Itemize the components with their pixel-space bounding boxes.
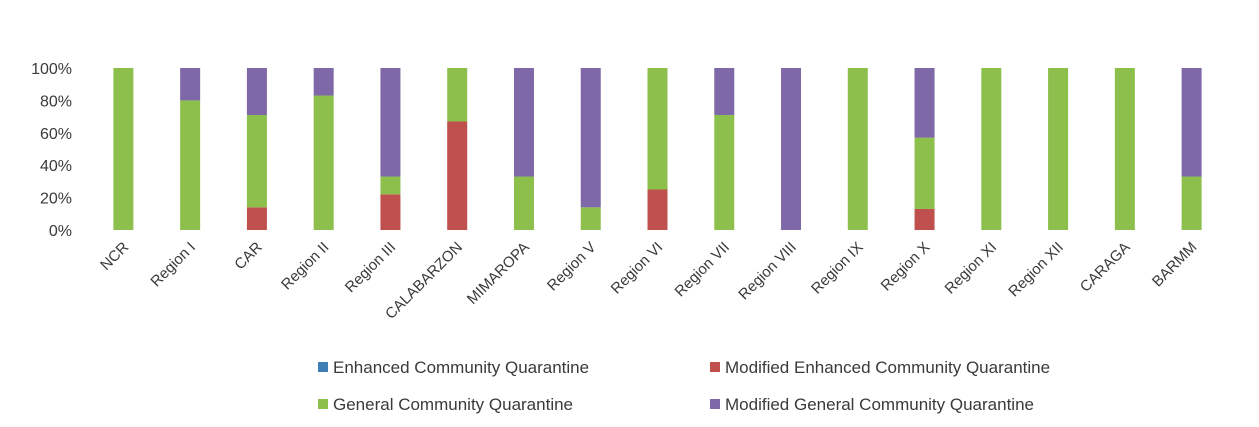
- x-axis: NCR Region I CAR Region II Region IIICALABAR…: [97, 239, 1200, 323]
- bar-segment-car-series-2: [246, 114, 267, 208]
- legend-label: General Community Quarantine: [333, 395, 573, 414]
- bar-segment-region-viii-series-3: [781, 68, 802, 230]
- bar-segment-region-i-series-3: [180, 68, 201, 101]
- bar-segment-region-xii-series-2: [1048, 68, 1069, 230]
- bar-segment-calabarzon-series-2: [447, 68, 468, 122]
- y-tick-label: 100%: [31, 61, 72, 78]
- bar-segment-region-ii-series-2: [313, 95, 334, 230]
- y-tick-label: 80%: [40, 93, 72, 110]
- bar-segment-ncr-series-2: [113, 68, 134, 230]
- legend-swatch: [710, 362, 720, 372]
- x-category-label: Region I: [147, 239, 199, 291]
- legend-label: Enhanced Community Quarantine: [333, 358, 589, 377]
- x-category-label: NCR: [97, 239, 132, 274]
- x-category-label: Region VIII: [735, 239, 800, 304]
- bar-segment-region-x-series-1: [914, 208, 935, 230]
- bar-segment-barmm-series-2: [1181, 176, 1202, 230]
- x-category-label: Region XII: [1005, 239, 1067, 301]
- bar-segment-region-x-series-3: [914, 68, 935, 138]
- bar-segment-calabarzon-series-1: [447, 121, 468, 230]
- x-category-label: Region VII: [672, 239, 734, 301]
- y-tick-label: 0%: [49, 223, 72, 240]
- bar-segment-region-vi-series-1: [647, 189, 668, 230]
- y-tick-label: 20%: [40, 191, 72, 208]
- x-category-label: MIMAROPA: [464, 239, 533, 308]
- y-tick-label: 60%: [40, 126, 72, 143]
- bar-segment-region-v-series-2: [580, 207, 601, 230]
- bar-segment-region-iii-series-1: [380, 194, 401, 230]
- legend-swatch: [318, 399, 328, 409]
- x-category-label: Region III: [342, 239, 399, 296]
- bar-segment-region-x-series-2: [914, 137, 935, 209]
- x-category-label: CARAGA: [1077, 239, 1134, 296]
- bar-segment-region-vi-series-2: [647, 68, 668, 190]
- bar-segment-region-iii-series-3: [380, 68, 401, 177]
- legend: Enhanced Community Quarantine Modified En…: [318, 358, 1050, 414]
- bar-segment-barmm-series-3: [1181, 68, 1202, 177]
- bar-segment-region-vii-series-3: [714, 68, 735, 115]
- x-category-label: Region IX: [808, 239, 867, 298]
- bar-segment-region-ix-series-2: [847, 68, 868, 230]
- legend-swatch: [710, 399, 720, 409]
- x-category-label: Region V: [544, 239, 600, 295]
- y-axis: 0% 20% 40% 60% 80% 100%: [31, 61, 72, 240]
- bar-segment-car-series-3: [246, 68, 267, 115]
- bar-segment-car-series-1: [246, 207, 267, 230]
- bar-segment-region-xi-series-2: [981, 68, 1002, 230]
- bar-plot-area: [113, 68, 1202, 231]
- bar-segment-region-v-series-3: [580, 68, 601, 208]
- x-category-label: BARMM: [1149, 239, 1201, 291]
- x-category-label: CAR: [231, 239, 266, 274]
- legend-label: Modified Enhanced Community Quarantine: [725, 358, 1050, 377]
- x-category-label: Region XI: [942, 239, 1001, 298]
- y-tick-label: 40%: [40, 158, 72, 175]
- x-category-label: Region X: [878, 239, 934, 295]
- bar-segment-region-ii-series-3: [313, 68, 334, 96]
- x-category-label: Region VI: [608, 239, 667, 298]
- bar-segment-caraga-series-2: [1114, 68, 1135, 230]
- x-category-label: Region II: [278, 239, 332, 293]
- bar-segment-region-vii-series-2: [714, 114, 735, 230]
- bar-segment-region-iii-series-2: [380, 176, 401, 195]
- bar-segment-mimaropa-series-2: [513, 176, 534, 230]
- bar-segment-mimaropa-series-3: [513, 68, 534, 177]
- legend-label: Modified General Community Quarantine: [725, 395, 1034, 414]
- bar-segment-region-i-series-2: [180, 100, 201, 231]
- legend-swatch: [318, 362, 328, 372]
